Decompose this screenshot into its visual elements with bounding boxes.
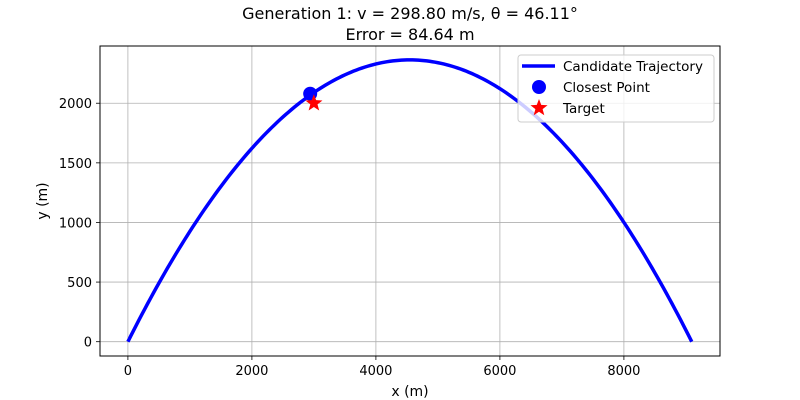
y-tick-label: 0 — [84, 336, 92, 351]
x-axis-ticks: 0 2000 4000 6000 8000 — [124, 356, 640, 379]
x-tick-label: 4000 — [359, 364, 392, 379]
target-star-marker — [305, 94, 323, 111]
x-axis-label: x (m) — [391, 384, 428, 400]
chart-subtitle: Error = 84.64 m — [345, 25, 474, 44]
legend-closest-point-label: Closest Point — [563, 80, 650, 96]
plot-frame — [99, 45, 721, 357]
y-axis-label: y (m) — [35, 182, 51, 219]
chart-title: Generation 1: v = 298.80 m/s, θ = 46.11° — [242, 4, 578, 23]
x-tick-label: 6000 — [483, 364, 516, 379]
legend-closest-point-swatch — [532, 80, 546, 94]
legend-box — [517, 54, 715, 123]
x-tick-label: 2000 — [235, 364, 268, 379]
y-tick-label: 1500 — [59, 157, 92, 172]
y-tick-label: 2000 — [59, 97, 92, 112]
trajectory-line — [126, 58, 694, 343]
legend-target-label: Target — [562, 101, 605, 117]
x-tick-label: 8000 — [607, 364, 640, 379]
y-tick-label: 1000 — [59, 216, 92, 231]
legend-trajectory-label: Candidate Trajectory — [563, 59, 703, 75]
y-axis-ticks: 0 500 1000 1500 2000 — [59, 97, 100, 351]
y-tick-label: 500 — [67, 276, 92, 291]
legend-target-swatch — [530, 99, 548, 116]
x-tick-label: 0 — [124, 364, 132, 379]
legend: Candidate Trajectory Closest Point Targe… — [517, 54, 715, 123]
